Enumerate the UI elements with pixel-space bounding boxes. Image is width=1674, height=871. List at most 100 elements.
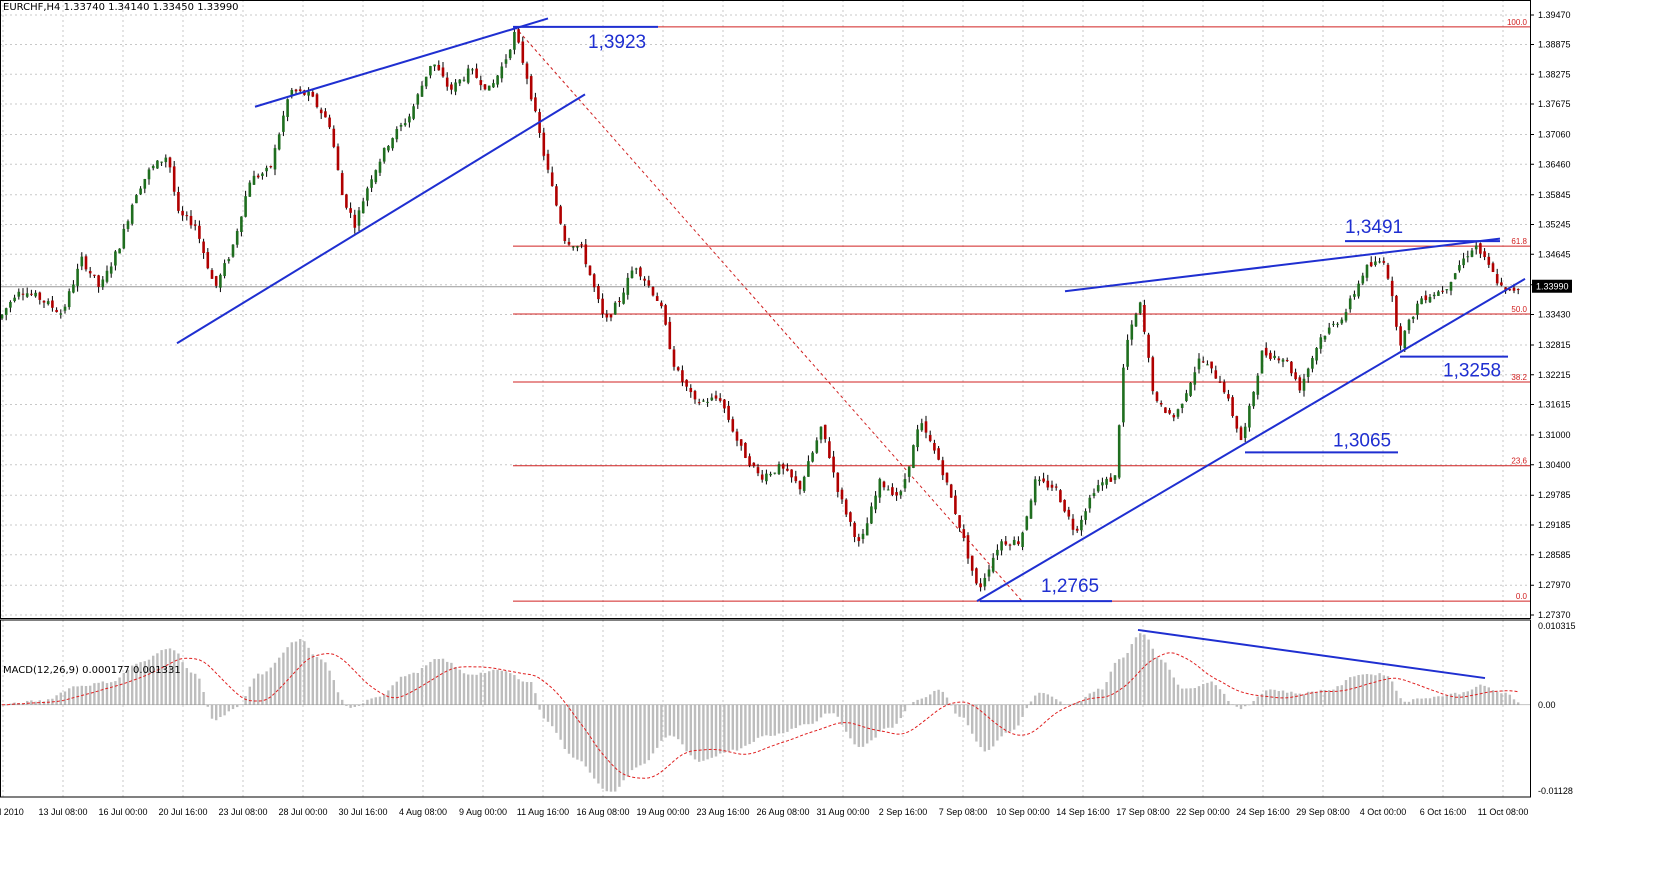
macd-bar — [929, 694, 932, 705]
candle-body — [882, 481, 886, 488]
macd-y-tick-label: 0.010315 — [1538, 621, 1576, 631]
macd-bar — [819, 704, 823, 718]
macd-bar — [1277, 691, 1280, 705]
macd-bar — [425, 665, 428, 705]
candle-body — [1256, 375, 1260, 395]
macd-bar — [496, 669, 499, 705]
candle-body — [1046, 480, 1050, 488]
macd-bar — [1084, 696, 1087, 705]
candle-body — [1348, 298, 1352, 310]
macd-bar — [849, 704, 852, 739]
candle-body — [681, 370, 684, 382]
macd-bar — [954, 704, 957, 714]
macd-bar — [635, 704, 638, 768]
macd-bar — [93, 683, 96, 705]
macd-bar — [1265, 690, 1268, 705]
y-tick-label: 1.32815 — [1538, 340, 1571, 350]
candle-body — [382, 147, 386, 162]
candle-body — [181, 210, 184, 216]
macd-bar — [983, 704, 986, 752]
y-tick-label: 1.35845 — [1538, 190, 1571, 200]
macd-bar — [891, 704, 894, 728]
candle-body — [559, 206, 562, 224]
candle-body — [1021, 532, 1024, 548]
candle-body — [1218, 381, 1222, 383]
macd-bar — [672, 704, 676, 737]
candle-body — [76, 268, 79, 286]
candle-body — [25, 293, 29, 297]
macd-bar — [336, 692, 340, 705]
macd-bar — [441, 658, 445, 705]
macd-bar — [1420, 698, 1423, 705]
macd-bar — [311, 654, 314, 705]
candle-body — [1340, 319, 1344, 324]
candle-body — [1458, 265, 1461, 271]
candle-body — [1063, 499, 1066, 512]
macd-bar — [920, 698, 923, 705]
candle-body — [30, 293, 33, 295]
candle-body — [412, 106, 415, 119]
macd-bar — [773, 704, 776, 736]
candle-body — [542, 132, 546, 156]
macd-bar — [1214, 685, 1217, 705]
macd-bar — [97, 682, 100, 705]
candle-body — [454, 82, 457, 92]
candle-body — [630, 270, 634, 279]
trendlines-layer[interactable]: 1,3923 1,3491 1,3258 1,3065 1,2765 — [176, 17, 1526, 603]
macd-bar — [1353, 676, 1356, 705]
candle-body — [210, 270, 214, 279]
candle-body — [1000, 541, 1003, 551]
macd-bar — [194, 673, 197, 705]
macd-bar — [710, 704, 713, 758]
upper-wedge-line-2 — [1064, 237, 1501, 293]
candle-body — [487, 85, 491, 91]
candle-body — [1033, 479, 1037, 503]
candle-body — [1399, 326, 1402, 346]
candle-body — [1122, 367, 1125, 423]
macd-bar — [189, 672, 193, 705]
macd-bar — [257, 673, 260, 705]
x-tick-label: 28 Jul 00:00 — [278, 807, 327, 817]
macd-bar — [1416, 698, 1419, 705]
macd-bar — [1235, 704, 1238, 707]
candle-body — [697, 402, 701, 404]
candle-body — [496, 75, 499, 85]
macd-bar — [399, 676, 403, 705]
macd-bar — [34, 701, 37, 705]
fib-level-label: 0.0 — [1516, 592, 1528, 601]
candle-body — [429, 66, 432, 76]
candle-body — [265, 167, 268, 172]
candle-body — [861, 533, 865, 539]
candle-body — [1176, 409, 1180, 417]
macd-bar — [1172, 677, 1175, 705]
candle-body — [584, 244, 588, 265]
macd-bar — [1294, 693, 1297, 705]
macd-bar — [433, 659, 436, 705]
candle-body — [1164, 407, 1167, 413]
macd-bar — [1290, 691, 1293, 705]
macd-bar — [513, 675, 516, 705]
candle-body — [945, 472, 949, 483]
macd-bar — [1504, 692, 1507, 705]
candle-body — [109, 266, 113, 274]
candle-body — [576, 246, 579, 248]
candle-body — [483, 84, 487, 90]
macd-bar — [341, 699, 344, 705]
candle-body — [319, 109, 323, 114]
candle-body — [294, 89, 298, 92]
macd-bar — [1386, 676, 1390, 705]
candle-body — [588, 265, 592, 276]
candle-body — [399, 124, 403, 127]
candle-body — [744, 442, 747, 458]
candle-body — [941, 460, 945, 476]
candle-body — [1264, 347, 1268, 356]
candle-body — [710, 397, 714, 401]
macd-bar — [135, 663, 138, 705]
macd-bar — [1357, 675, 1360, 705]
macd-bar — [971, 704, 974, 734]
candle-body — [513, 31, 516, 50]
macd-bar — [887, 704, 890, 728]
macd-bar — [244, 696, 247, 705]
macd-bar — [559, 704, 562, 740]
candle-body — [739, 439, 743, 446]
